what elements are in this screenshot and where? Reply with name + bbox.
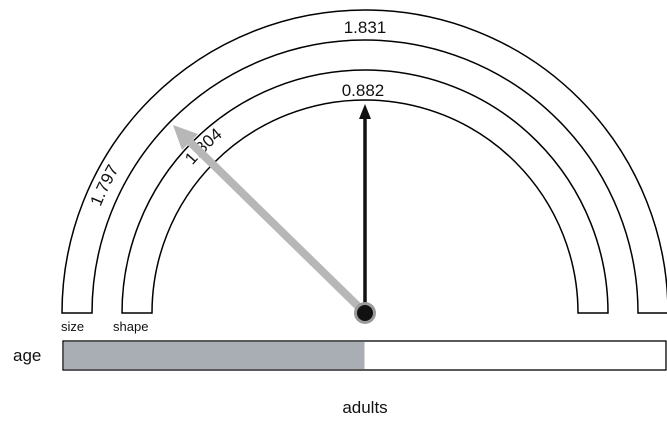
black-arrow-head [359,104,371,119]
size-top-value: 1.831 [344,18,387,37]
shape-ring [121,69,609,314]
gray-arrow-shaft [187,139,368,316]
age-category: adults [342,398,387,417]
shape-label: shape [113,319,148,334]
gray-arrow-head [173,125,198,150]
size-label: size [61,319,84,334]
size-ring [61,9,667,314]
shape-top-value: 0.882 [342,81,385,100]
pivot-dot [357,305,373,321]
age-label: age [13,346,41,365]
age-bar-fill [64,342,365,369]
